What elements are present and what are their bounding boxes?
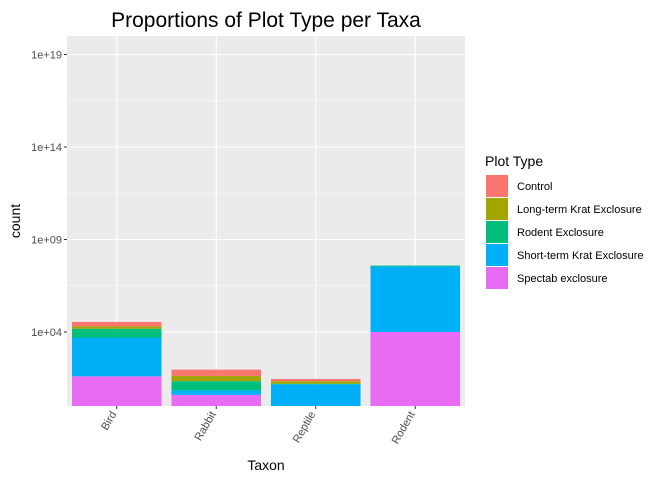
legend: Plot Type Control Long-term Krat Exclosur… (485, 153, 644, 289)
bar-segment-rodent-spectab-exclosure (370, 332, 461, 406)
bar-segment-bird-control (71, 321, 162, 327)
bar-segment-reptile-rodent-exclosure (270, 383, 361, 385)
legend-label: Spectab exclosure (517, 273, 608, 285)
bar-segment-rabbit-long-term-krat-exclosure (171, 375, 262, 382)
x-axis-label: Taxon (247, 457, 284, 473)
y-axis-label: count (7, 204, 23, 238)
y-tick-label: 1e+04 (31, 327, 62, 339)
x-tick-label: Rodent (390, 410, 418, 447)
bar-segment-rabbit-rodent-exclosure (171, 381, 262, 391)
legend-label: Control (517, 181, 552, 193)
y-tick-label: 1e+09 (31, 235, 62, 247)
x-axis: Bird Rabbit Reptile Rodent (99, 406, 418, 446)
bar-segment-bird-rodent-exclosure (71, 328, 162, 338)
x-tick-label: Bird (99, 410, 119, 433)
bar-segment-bird-short-term-krat-exclosure (71, 337, 162, 377)
legend-label: Rodent Exclosure (517, 227, 604, 239)
bar-segment-rabbit-control (171, 369, 262, 376)
bar-segment-rabbit-spectab-exclosure (171, 394, 262, 406)
bar-segment-bird-spectab-exclosure (71, 376, 162, 406)
y-tick-label: 1e+14 (31, 142, 62, 154)
bar-segment-bird-long-term-krat-exclosure (71, 326, 162, 329)
bar-segment-reptile-control (270, 378, 361, 382)
legend-label: Short-term Krat Exclosure (517, 250, 644, 262)
bar-segment-reptile-long-term-krat-exclosure (270, 381, 361, 384)
legend-key (486, 175, 508, 197)
legend-key (486, 221, 508, 243)
x-tick-label: Reptile (291, 410, 319, 446)
bar-segment-rodent-rodent-exclosure (370, 265, 461, 267)
bars (71, 265, 461, 406)
bar-segment-reptile-short-term-krat-exclosure (270, 384, 361, 406)
bar-segment-rabbit-short-term-krat-exclosure (171, 390, 262, 395)
chart-title: Proportions of Plot Type per Taxa (111, 9, 421, 32)
y-axis: 1e+04 1e+09 1e+14 1e+19 (31, 50, 67, 339)
legend-key (486, 244, 508, 266)
legend-key (486, 267, 508, 289)
x-tick-label: Rabbit (193, 410, 219, 444)
legend-title: Plot Type (485, 153, 543, 169)
y-tick-label: 1e+19 (31, 50, 62, 62)
legend-key (486, 198, 508, 220)
legend-label: Long-term Krat Exclosure (517, 204, 642, 216)
bar-segment-rodent-short-term-krat-exclosure (370, 266, 461, 332)
